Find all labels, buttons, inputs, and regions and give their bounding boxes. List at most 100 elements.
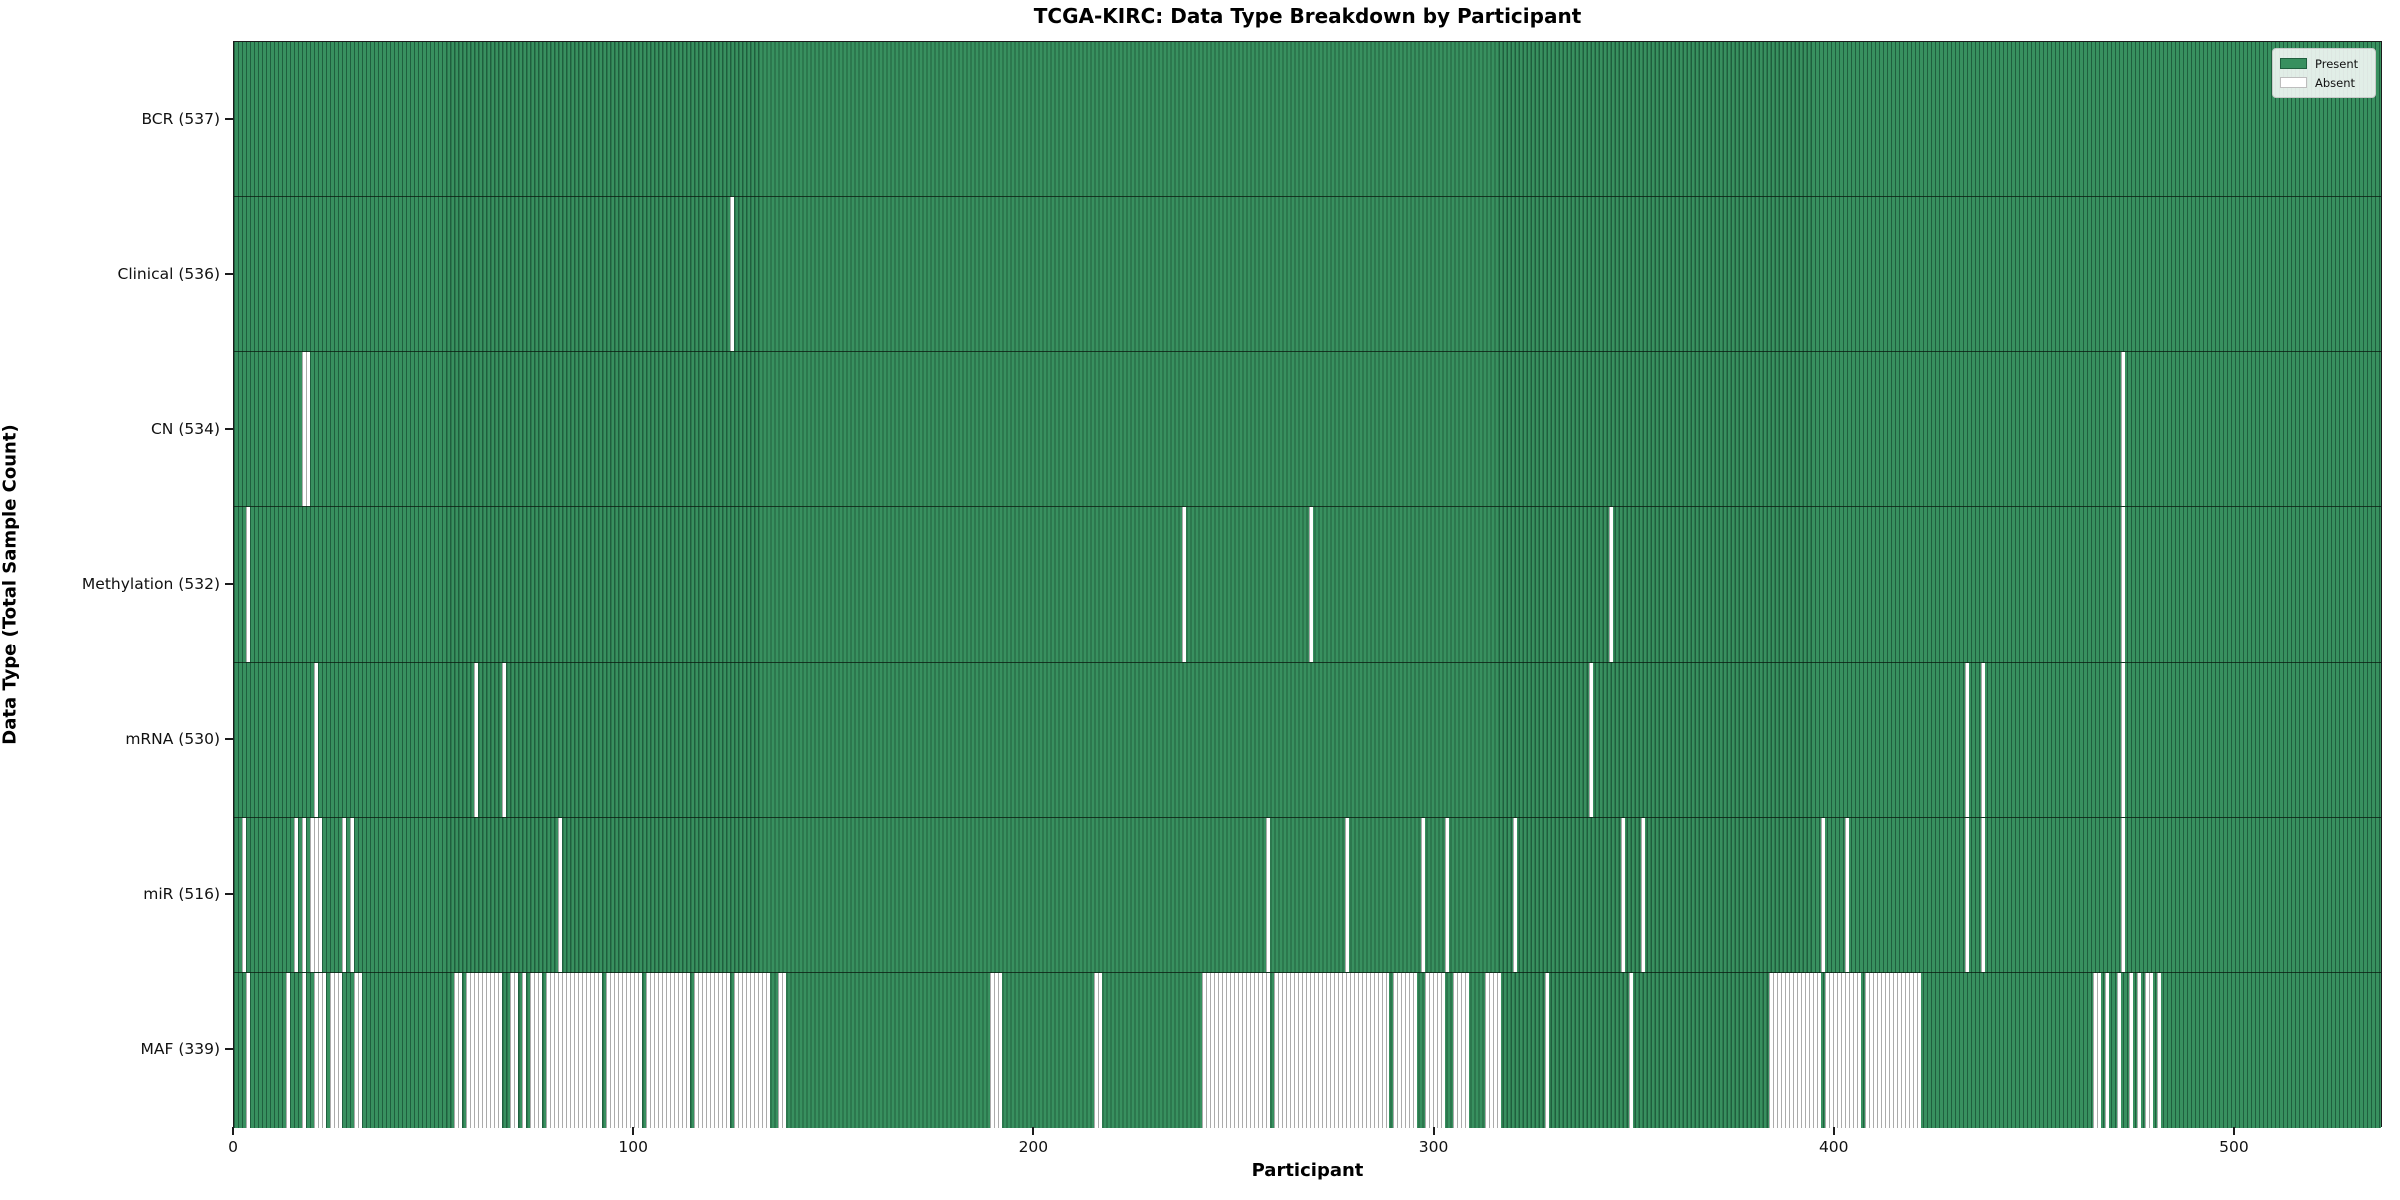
y-tick-label: Methylation (532) [81, 575, 220, 593]
x-axis-label: Participant [1251, 1160, 1364, 1181]
absent-bar [557, 817, 562, 972]
absent-bar [2117, 972, 2122, 1128]
y-tick-label: mRNA (530) [125, 730, 220, 749]
absent-bar [1513, 817, 1518, 972]
row-mrna [234, 662, 2381, 818]
y-tick-label: MAF (339) [140, 1040, 221, 1059]
legend: Present Absent [2272, 48, 2376, 98]
x-tick-label: 500 [2219, 1138, 2249, 1156]
chart-title: TCGA-KIRC: Data Type Breakdown by Partic… [1033, 4, 1582, 28]
absent-bar [1425, 972, 1446, 1128]
absent-bar [1201, 972, 1270, 1128]
absent-bar [1589, 662, 1594, 817]
y-tick-label: miR (516) [143, 885, 220, 904]
absent-bar [1609, 507, 1614, 662]
absent-bar [285, 972, 290, 1128]
absent-bar [1421, 817, 1426, 972]
absent-bar [465, 972, 502, 1128]
row-methylation [234, 507, 2381, 663]
absent-bar [2121, 507, 2126, 662]
absent-bar [2093, 972, 2102, 1128]
legend-absent-label: Absent [2315, 75, 2356, 90]
legend-present-swatch-icon [2280, 58, 2307, 69]
absent-bar [313, 972, 326, 1128]
row-clinical [234, 197, 2381, 353]
absent-bar [1981, 817, 1986, 972]
absent-bar [1485, 972, 1502, 1128]
row-mir [234, 817, 2381, 973]
absent-bar [1641, 817, 1646, 972]
y-tick-label: CN (534) [150, 419, 220, 438]
absent-bar [301, 352, 310, 507]
absent-bar [301, 817, 306, 972]
y-tick-mark [225, 117, 233, 120]
absent-bar [313, 662, 318, 817]
absent-bar [2121, 662, 2126, 817]
y-tick-mark [225, 1048, 233, 1051]
y-tick-mark [225, 427, 233, 430]
absent-bar [645, 972, 690, 1128]
absent-bar [1965, 817, 1970, 972]
legend-item-present: Present [2280, 54, 2368, 73]
absent-bar [1821, 817, 1826, 972]
x-tick-label: 0 [228, 1138, 238, 1156]
absent-bar [353, 972, 362, 1128]
y-tick-mark [225, 893, 233, 896]
absent-bar [729, 197, 734, 352]
absent-bar [1629, 972, 1634, 1128]
row-bcr [234, 42, 2381, 198]
y-tick-label: BCR (537) [141, 109, 220, 128]
absent-bar [1453, 972, 1470, 1128]
absent-bar [521, 972, 526, 1128]
y-tick-mark [225, 583, 233, 585]
absent-bar [473, 662, 478, 817]
absent-bar [605, 972, 642, 1128]
absent-bar [1545, 972, 1550, 1128]
absent-bar [529, 972, 542, 1128]
absent-bar [241, 817, 246, 972]
absent-bar [1273, 972, 1390, 1128]
absent-bar [453, 972, 462, 1128]
absent-bar [545, 972, 602, 1128]
row-maf [234, 972, 2381, 1128]
absent-bar [245, 507, 250, 662]
absent-bar [501, 662, 506, 817]
absent-bar [329, 972, 342, 1128]
absent-bar [309, 817, 322, 972]
x-tick-mark [632, 1127, 635, 1135]
absent-bar [1345, 817, 1350, 972]
absent-bar [1965, 662, 1970, 817]
absent-bar [693, 972, 730, 1128]
absent-bar [2105, 972, 2110, 1128]
absent-bar [2121, 352, 2126, 507]
absent-bar [1309, 507, 1314, 662]
x-tick-label: 300 [1418, 1138, 1449, 1156]
absent-bar [1865, 972, 1922, 1128]
absent-bar [509, 972, 518, 1128]
y-tick-mark [225, 272, 233, 275]
x-tick-label: 100 [618, 1138, 648, 1156]
x-tick-label: 400 [1818, 1138, 1849, 1156]
absent-bar [989, 972, 1002, 1128]
absent-bar [1981, 662, 1986, 817]
absent-bar [2157, 972, 2162, 1128]
x-tick-mark [2232, 1127, 2235, 1135]
absent-bar [1181, 507, 1186, 662]
absent-bar [733, 972, 770, 1128]
absent-bar [1265, 817, 1270, 972]
absent-bar [2137, 972, 2142, 1128]
absent-bar [1845, 817, 1850, 972]
y-tick-label: Clinical (536) [117, 264, 221, 283]
absent-bar [1093, 972, 1102, 1128]
absent-bar [1621, 817, 1626, 972]
absent-bar [2121, 817, 2126, 972]
x-tick-mark [232, 1127, 234, 1135]
absent-bar [301, 972, 306, 1128]
y-tick-mark [225, 738, 233, 741]
absent-bar [341, 817, 346, 972]
absent-bar [1445, 817, 1450, 972]
absent-bar [2145, 972, 2154, 1128]
x-tick-mark [1832, 1127, 1835, 1135]
x-tick-label: 200 [1018, 1138, 1049, 1156]
